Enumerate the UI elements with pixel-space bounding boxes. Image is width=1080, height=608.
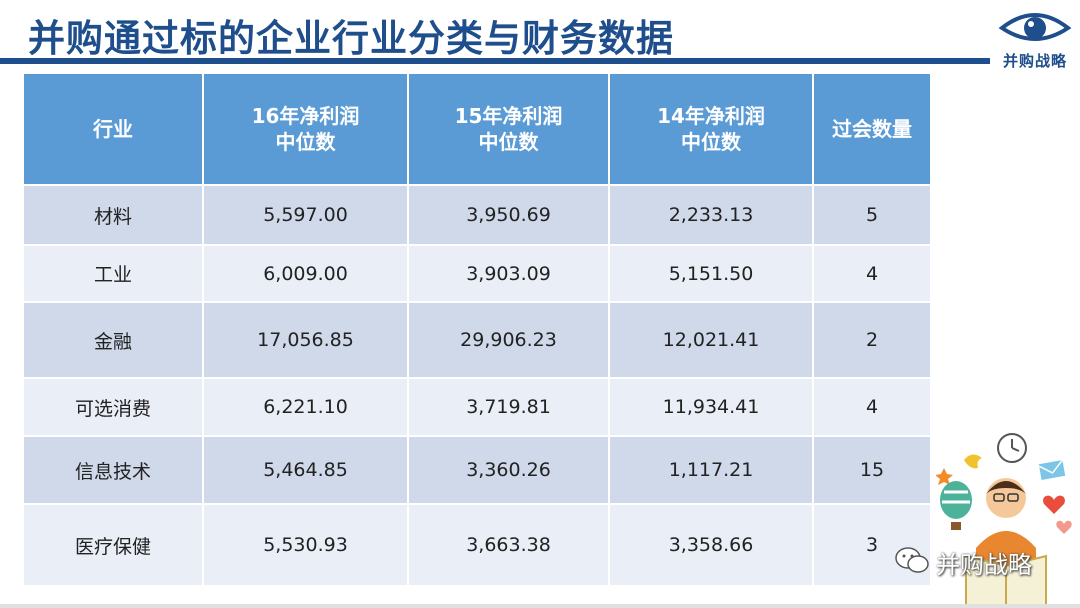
cell-industry: 医疗保健 <box>22 503 204 587</box>
column-header-industry: 行业 <box>22 72 204 186</box>
cell-value: 6,009.00 <box>202 244 409 303</box>
envelope-icon <box>1038 459 1066 480</box>
cell-value: 17,056.85 <box>202 301 409 379</box>
book-icon <box>965 554 1047 608</box>
cell-industry: 可选消费 <box>22 377 204 437</box>
cell-count: 5 <box>812 184 932 246</box>
cell-value: 2,233.13 <box>608 184 814 246</box>
table-row: 工业 6,009.00 3,903.09 5,151.50 4 <box>22 244 932 303</box>
cell-value: 3,903.09 <box>407 244 610 303</box>
slide-title: 并购通过标的企业行业分类与财务数据 <box>28 17 674 60</box>
cell-industry: 材料 <box>22 184 204 246</box>
reading-person-illustration <box>936 433 1072 608</box>
cell-count: 4 <box>812 244 932 303</box>
cell-count: 4 <box>812 377 932 437</box>
table-header-row: 行业 16年净利润 中位数 15年净利润 中位数 14年净利润 中位数 过会数量 <box>22 72 932 186</box>
cell-industry: 信息技术 <box>22 435 204 505</box>
column-header-2015-net-profit: 15年净利润 中位数 <box>407 72 610 186</box>
cell-value: 5,597.00 <box>202 184 409 246</box>
heart-icon <box>1043 495 1072 534</box>
hot-air-balloon-icon <box>940 481 972 530</box>
cell-value: 3,360.26 <box>407 435 610 505</box>
cell-count: 2 <box>812 301 932 379</box>
table-row: 金融 17,056.85 29,906.23 12,021.41 2 <box>22 301 932 379</box>
cell-value: 6,221.10 <box>202 377 409 437</box>
cell-value: 12,021.41 <box>608 301 814 379</box>
cell-value: 3,663.38 <box>407 503 610 587</box>
clock-icon <box>997 433 1027 463</box>
wechat-icon <box>895 547 929 573</box>
cell-value: 1,117.21 <box>608 435 814 505</box>
cell-value: 3,719.81 <box>407 377 610 437</box>
table-row: 信息技术 5,464.85 3,360.26 1,117.21 15 <box>22 435 932 505</box>
table-row: 材料 5,597.00 3,950.69 2,233.13 5 <box>22 184 932 246</box>
cell-count: 15 <box>812 435 932 505</box>
cell-value: 5,530.93 <box>202 503 409 587</box>
table-row: 可选消费 6,221.10 3,719.81 11,934.41 4 <box>22 377 932 437</box>
bird-icon <box>964 454 982 469</box>
slide-bottom-edge <box>0 604 1080 608</box>
column-header-2016-net-profit: 16年净利润 中位数 <box>202 72 409 186</box>
industry-financial-table: 行业 16年净利润 中位数 15年净利润 中位数 14年净利润 中位数 过会数量 材料… <box>22 72 932 587</box>
eye-icon <box>998 13 1072 41</box>
column-header-2014-net-profit: 14年净利润 中位数 <box>608 72 814 186</box>
cell-value: 5,151.50 <box>608 244 814 303</box>
cell-value: 11,934.41 <box>608 377 814 437</box>
cell-value: 3,358.66 <box>608 503 814 587</box>
watermark-text: 并购战略 <box>936 551 1032 579</box>
column-header-approval-count: 过会数量 <box>812 72 932 186</box>
wechat-watermark: 并购战略 <box>894 543 1074 579</box>
cell-value: 29,906.23 <box>407 301 610 379</box>
table-row: 医疗保健 5,530.93 3,663.38 3,358.66 3 <box>22 503 932 587</box>
logo: 并购战略 <box>996 6 1074 70</box>
logo-text: 并购战略 <box>1002 52 1067 70</box>
title-underline <box>0 58 990 64</box>
cell-industry: 工业 <box>22 244 204 303</box>
cell-count: 3 <box>812 503 932 587</box>
cell-value: 5,464.85 <box>202 435 409 505</box>
cell-industry: 金融 <box>22 301 204 379</box>
star-icon <box>936 468 953 485</box>
cell-value: 3,950.69 <box>407 184 610 246</box>
